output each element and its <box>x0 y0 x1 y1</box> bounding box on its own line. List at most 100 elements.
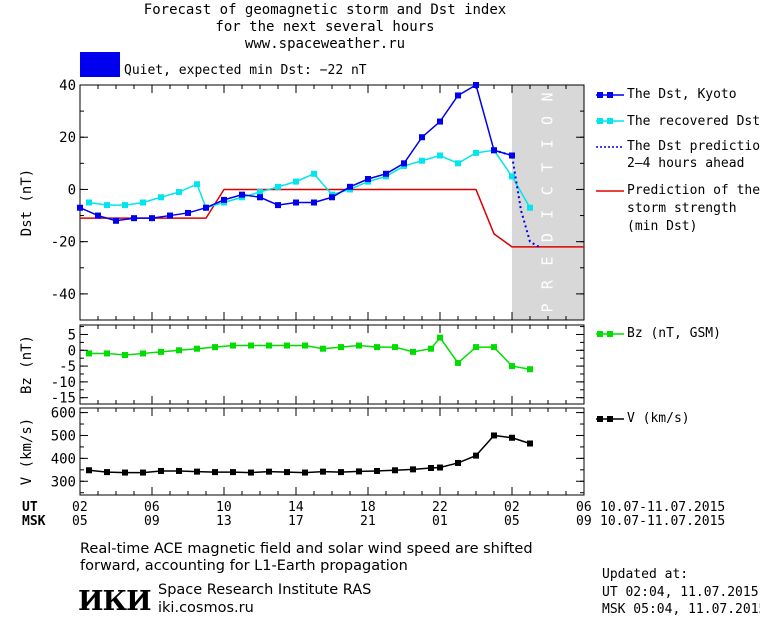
y-tick-label-dst: 20 <box>59 130 76 146</box>
y-tick-label-v: 500 <box>51 428 76 444</box>
recovered-dst-line <box>88 149 531 209</box>
dst-kyoto-point <box>491 147 497 154</box>
recovered-dst-point <box>437 152 443 159</box>
prediction-label-letter: I <box>539 210 557 219</box>
v-point <box>158 467 164 474</box>
v-point <box>491 432 497 439</box>
recovered-dst-point <box>257 189 263 196</box>
y-tick-label-v: 600 <box>51 406 76 422</box>
bz-point <box>194 345 200 352</box>
bz-point <box>509 363 515 370</box>
bz-point <box>473 344 479 351</box>
bz-point <box>158 348 164 355</box>
legend-dst-kyoto-symbol-marker <box>607 92 613 98</box>
recovered-dst-point <box>455 160 461 167</box>
prediction-label-letter: E <box>539 257 557 266</box>
recovered-dst-point <box>293 178 299 185</box>
y-tick-label-dst: 0 <box>68 182 76 198</box>
legend-prediction-line2: 2–4 hours ahead <box>627 156 745 171</box>
y-tick-label-bz: -15 <box>51 391 76 407</box>
dst-kyoto-point <box>221 196 227 203</box>
dst-kyoto-point <box>167 212 173 219</box>
prediction-label-letter: C <box>539 186 557 195</box>
updated-label: Updated at: <box>602 567 689 582</box>
y-tick-label-dst: -20 <box>51 235 76 251</box>
plot-frame-bz <box>79 324 585 405</box>
legend-bz-marker-left <box>597 331 603 337</box>
footnote-line2: forward, accounting for L1-Earth propaga… <box>80 558 408 574</box>
bz-point <box>284 342 290 349</box>
dst-kyoto-point <box>113 217 119 224</box>
recovered-dst-point <box>140 199 146 206</box>
dst-kyoto-point <box>203 204 209 211</box>
dst-kyoto-point <box>257 194 263 201</box>
legend-dst-kyoto-marker-left <box>597 92 603 98</box>
v-point <box>212 469 218 476</box>
legend-prediction-line1: The Dst prediction <box>627 139 760 154</box>
msk-axis-label: MSK <box>22 514 46 529</box>
footnote-line1: Real-time ACE magnetic field and solar w… <box>80 541 533 557</box>
recovered-dst-point <box>194 181 200 188</box>
date-range-ut: 10.07-11.07.2015 <box>600 500 726 515</box>
legend-strength-line2: storm strength <box>627 201 737 216</box>
ut-axis-label: UT <box>22 500 38 515</box>
bz-point <box>455 359 461 366</box>
recovered-dst-point <box>311 170 317 177</box>
y-axis-label-bz: Bz (nT) <box>19 335 35 394</box>
recovered-dst-point <box>509 173 515 180</box>
bz-point <box>122 352 128 359</box>
bz-point <box>140 350 146 357</box>
v-point <box>428 464 434 471</box>
dst-kyoto-point <box>293 199 299 206</box>
date-range-msk: 10.07-11.07.2015 <box>600 514 726 529</box>
y-tick-label-dst: -40 <box>51 287 76 303</box>
v-point <box>122 469 128 476</box>
legend-dst-kyoto: The Dst, Kyoto <box>627 87 737 102</box>
bz-point <box>212 344 218 351</box>
prediction-band <box>512 85 584 320</box>
v-point <box>302 469 308 476</box>
ut-tick-label: 22 <box>432 500 448 515</box>
dst-kyoto-point <box>131 215 137 222</box>
dst-kyoto-point <box>455 92 461 99</box>
legend-v-symbol-marker <box>607 416 613 422</box>
recovered-dst-point <box>473 149 479 156</box>
bz-point <box>176 347 182 354</box>
dst-kyoto-point <box>509 152 515 159</box>
bz-point <box>428 345 434 352</box>
institute-site-link[interactable]: iki.cosmos.ru <box>158 600 254 616</box>
bz-point <box>437 334 443 341</box>
prediction-label-letter: O <box>539 116 557 125</box>
dst-kyoto-point <box>77 204 83 211</box>
dst-kyoto-point <box>473 82 479 88</box>
y-tick-label-bz: -5 <box>59 359 76 375</box>
y-tick-label-dst: 40 <box>59 78 76 94</box>
prediction-label-letter: R <box>539 279 557 289</box>
legend-recovered-symbol-marker <box>607 118 613 124</box>
bz-point <box>230 342 236 349</box>
dst-kyoto-point <box>419 134 425 141</box>
msk-tick-label: 01 <box>432 514 448 529</box>
dst-kyoto-point <box>95 212 101 219</box>
dst-kyoto-point <box>185 209 191 216</box>
dst-kyoto-point <box>437 118 443 125</box>
bz-point <box>356 342 362 349</box>
msk-tick-label: 05 <box>504 514 520 529</box>
bz-point <box>374 344 380 351</box>
v-point <box>104 469 110 476</box>
bz-point <box>104 350 110 357</box>
iki-logo[interactable]: ИКИ <box>78 586 152 617</box>
dst-prediction-line <box>493 149 540 248</box>
plot-frame-dst <box>79 84 585 321</box>
legend-bz-symbol-marker <box>607 331 613 337</box>
website-link[interactable]: www.spaceweather.ru <box>244 36 406 52</box>
msk-tick-label: 09 <box>576 514 592 529</box>
bz-line <box>89 336 531 370</box>
v-point <box>410 466 416 473</box>
recovered-dst-point <box>527 204 533 211</box>
ut-tick-label: 02 <box>72 500 88 515</box>
bz-point <box>248 342 254 349</box>
y-axis-label-v: V (km/s) <box>19 418 35 485</box>
dst-kyoto-point <box>149 215 155 222</box>
